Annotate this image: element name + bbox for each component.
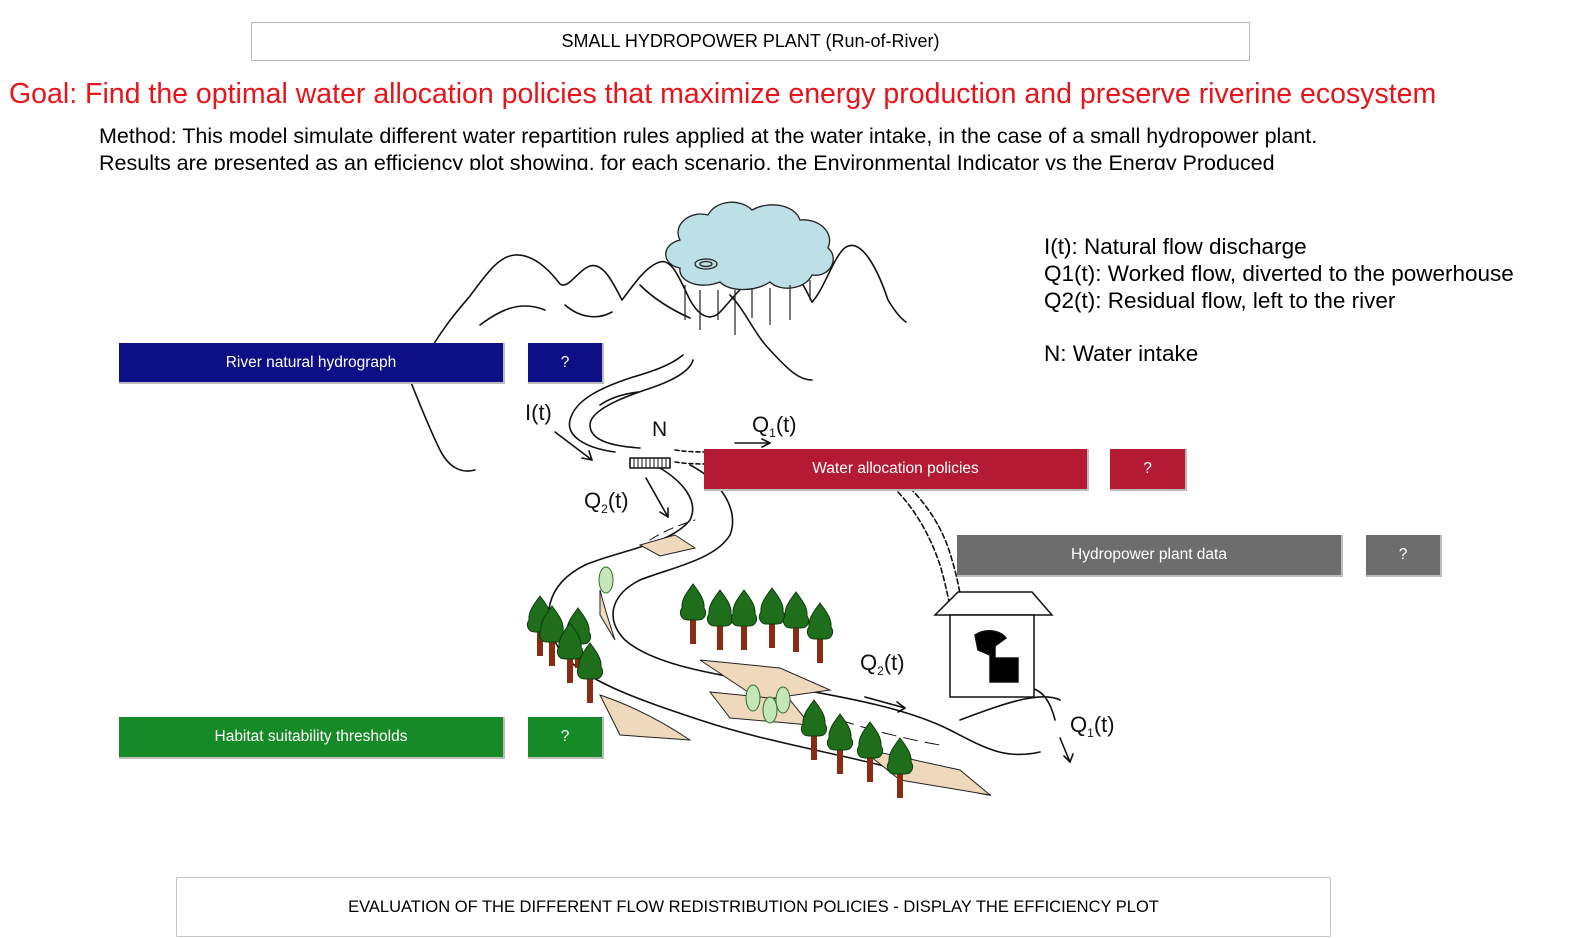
goal-text: Goal: Find the optimal water allocation … xyxy=(9,78,1437,110)
label-q2-top: Q2(t) xyxy=(584,488,629,516)
legend-worked-flow: Q1(t): Worked flow, diverted to the powe… xyxy=(1044,261,1514,286)
evaluate-policies-button[interactable]: EVALUATION OF THE DIFFERENT FLOW REDISTR… xyxy=(176,877,1331,937)
upper-stream xyxy=(568,354,684,453)
label-q1-bottom: Q1(t) xyxy=(1070,712,1115,740)
sand-bar xyxy=(599,589,616,641)
label-q1-top: Q1(t) xyxy=(752,412,797,440)
method-line-2: Results are presented as an efficiency p… xyxy=(99,151,1275,170)
river-hydrograph-button[interactable]: River natural hydrograph xyxy=(119,343,505,384)
water-allocation-button[interactable]: Water allocation policies xyxy=(704,449,1089,491)
flow-legend: I(t): Natural flow discharge Q1(t): Work… xyxy=(1044,233,1514,367)
method-text: Method: This model simulate different wa… xyxy=(99,123,1539,170)
mountain-outline xyxy=(417,244,907,372)
legend-intake: N: Water intake xyxy=(1044,341,1199,366)
river-right-bank xyxy=(612,464,1041,756)
legend-residual-flow: Q2(t): Residual flow, left to the river xyxy=(1044,288,1396,313)
tree-group xyxy=(526,566,914,799)
powerhouse xyxy=(933,591,1054,698)
legend-spacer xyxy=(1044,314,1514,340)
page-title: SMALL HYDROPOWER PLANT (Run-of-River) xyxy=(251,22,1250,61)
method-line-1: Method: This model simulate different wa… xyxy=(99,124,1318,148)
label-intake: N xyxy=(652,418,667,441)
hydropower-data-help-button[interactable]: ? xyxy=(1366,535,1442,577)
rain-cloud xyxy=(665,201,834,335)
sand-bar xyxy=(699,659,832,701)
sand-bar xyxy=(638,534,697,557)
legend-inflow: I(t): Natural flow discharge xyxy=(1044,234,1307,259)
label-inflow: I(t) xyxy=(525,400,552,425)
label-q2-bottom: Q2(t) xyxy=(860,650,905,678)
habitat-thresholds-button[interactable]: Habitat suitability thresholds xyxy=(119,717,505,759)
water-allocation-help-button[interactable]: ? xyxy=(1110,449,1187,491)
hydropower-data-button[interactable]: Hydropower plant data xyxy=(957,535,1343,577)
habitat-thresholds-help-button[interactable]: ? xyxy=(528,717,604,759)
sand-bar xyxy=(599,694,692,741)
river-hydrograph-help-button[interactable]: ? xyxy=(528,343,604,384)
